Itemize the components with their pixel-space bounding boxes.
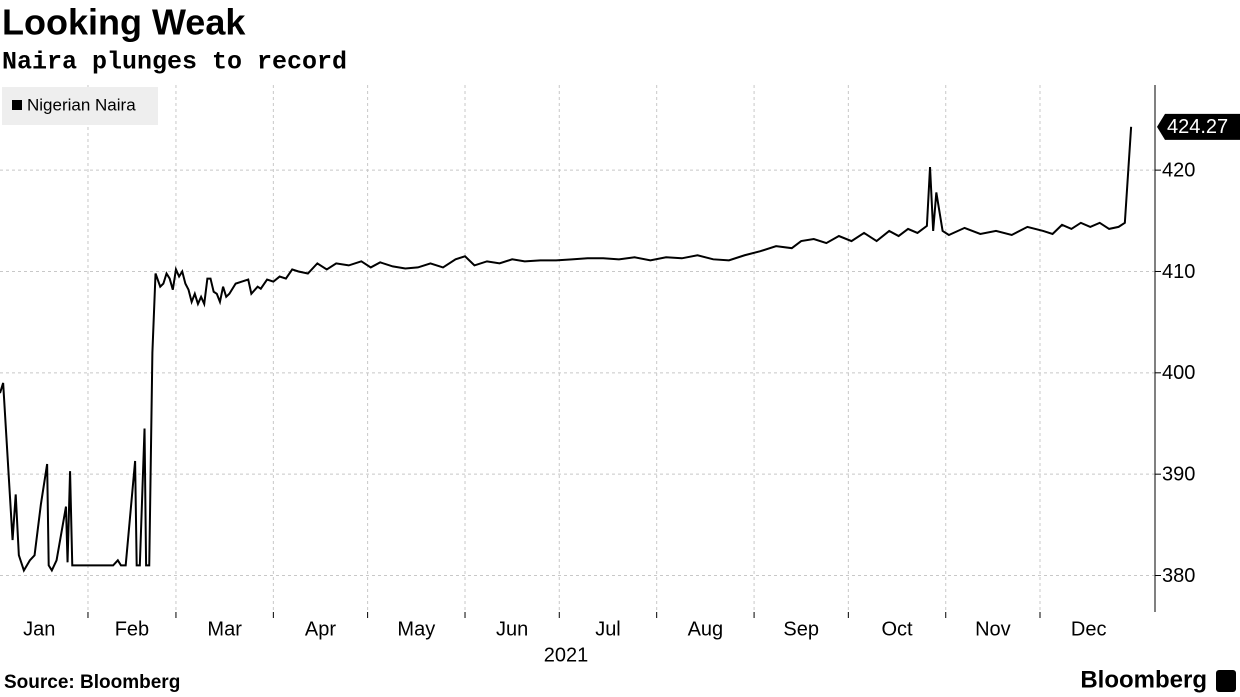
x-tick-label: Jan [23, 618, 55, 640]
line [0, 126, 1133, 573]
last-value-label: 424.27 [1167, 116, 1228, 138]
x-tick-label: Aug [688, 618, 724, 640]
y-tick-label: 380 [1162, 565, 1195, 587]
x-tick-label: Apr [305, 618, 336, 640]
x-tick-label: Feb [115, 618, 149, 640]
brand-icon [1216, 670, 1236, 692]
x-tick-label: Dec [1071, 618, 1107, 640]
y-tick-label: 410 [1162, 261, 1195, 283]
chart-title: Looking Weak [2, 2, 246, 43]
y-tick-label: 390 [1162, 463, 1195, 485]
x-tick-label: Mar [207, 618, 242, 640]
chart-subtitle: Naira plunges to record [2, 48, 347, 77]
x-tick-label: Jul [595, 618, 621, 640]
x-tick-label: Sep [783, 618, 819, 640]
legend-swatch [12, 100, 22, 110]
last-value-tag [1157, 113, 1240, 140]
legend-box [2, 87, 158, 125]
brand: Bloomberg [1080, 666, 1207, 693]
x-tick-label: Nov [975, 618, 1011, 640]
legend-label: Nigerian Naira [27, 95, 136, 114]
y-tick-label: 400 [1162, 362, 1195, 384]
y-tick-label: 420 [1162, 159, 1195, 181]
source: Source: Bloomberg [4, 672, 180, 693]
x-tick-label: Oct [881, 618, 913, 640]
x-axis-label: 2021 [544, 644, 589, 666]
x-tick-label: May [397, 618, 435, 640]
x-tick-label: Jun [496, 618, 528, 640]
